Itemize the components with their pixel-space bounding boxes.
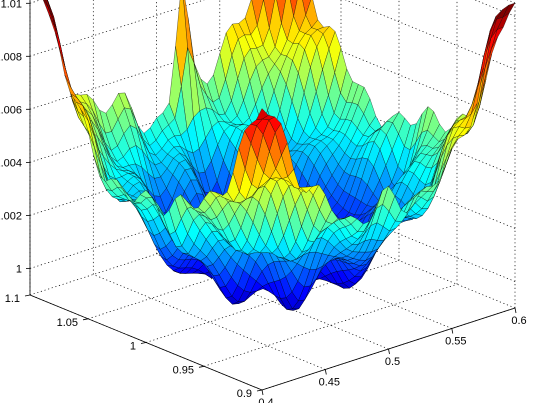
axes-box bbox=[24, 0, 517, 396]
side-wall-gridline bbox=[474, 0, 516, 17]
tick-mark bbox=[82, 318, 89, 321]
x-tick-label: 0.45 bbox=[319, 377, 340, 389]
z-tick-label: 1.01 bbox=[1, 0, 22, 10]
surface-cell bbox=[255, 108, 269, 121]
z-tick-label: 1.004 bbox=[0, 157, 22, 169]
z-tick-label: 1.002 bbox=[0, 210, 22, 222]
z-tick-label: 1 bbox=[16, 264, 22, 276]
z-tick-label: 1.006 bbox=[0, 104, 22, 116]
tick-labels: 0.4 0.45 0.5 0.55 0.6 0.9 0.95 1 1.05 1.1 1 1.002 1.… bbox=[0, 0, 527, 403]
surface-mesh bbox=[43, 0, 516, 311]
z-tick-label: 1.008 bbox=[0, 51, 22, 63]
y-tick-label: 0.9 bbox=[237, 388, 252, 400]
y-tick-label: 1 bbox=[130, 341, 136, 353]
surface-cell bbox=[53, 18, 66, 69]
tick-mark bbox=[324, 369, 327, 375]
surface-cell bbox=[290, 0, 298, 17]
tick-mark bbox=[198, 365, 205, 368]
y-tick-label: 1.05 bbox=[57, 317, 78, 329]
tick-mark bbox=[261, 389, 264, 396]
tick-mark bbox=[451, 328, 454, 334]
tick-mark bbox=[140, 342, 147, 344]
x-tick-label: 0.4 bbox=[258, 397, 273, 403]
tick-mark bbox=[514, 307, 517, 314]
surface-cell bbox=[58, 46, 72, 88]
y-tick-label: 0.95 bbox=[173, 364, 194, 376]
y-tick-label: 1.1 bbox=[5, 293, 20, 305]
x-tick-label: 0.55 bbox=[445, 336, 466, 348]
tick-mark bbox=[256, 389, 263, 392]
tick-mark bbox=[24, 294, 31, 297]
tick-mark bbox=[388, 348, 390, 355]
x-tick-label: 0.5 bbox=[385, 356, 400, 368]
x-tick-label: 0.6 bbox=[511, 315, 526, 327]
